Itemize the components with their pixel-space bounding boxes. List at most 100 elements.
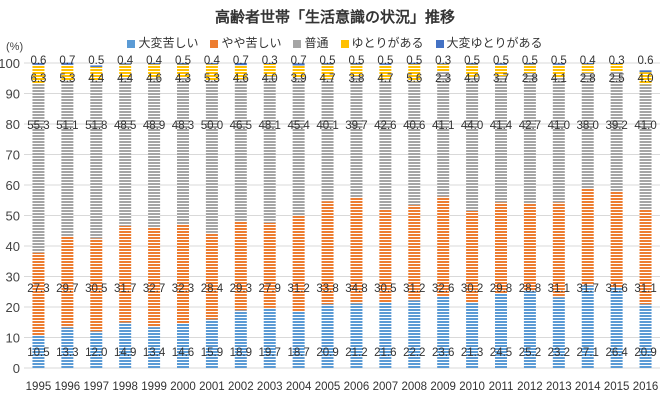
data-label: 55.3 (27, 120, 49, 132)
bar-segment (90, 65, 103, 67)
data-label: 0.5 (348, 55, 364, 67)
data-label: 29.3 (230, 283, 252, 295)
data-label: 20.9 (316, 347, 338, 359)
data-label: 32.7 (143, 283, 165, 295)
data-label: 0.5 (551, 55, 567, 67)
data-label: 50.0 (201, 120, 223, 132)
bar-segment (263, 222, 276, 308)
data-label: 25.2 (519, 347, 541, 359)
bar-segment (205, 319, 218, 368)
bar-segment (639, 84, 652, 210)
bar-segment (408, 205, 421, 301)
data-label: 31.2 (403, 283, 425, 295)
x-tick-label: 1998 (112, 381, 138, 393)
bar-segment (205, 64, 218, 81)
bar-segment (379, 302, 392, 368)
bar-segment (610, 191, 623, 288)
chart-title: 高齢者世帯「生活意識の状況」推移 (214, 8, 455, 26)
bar-segment (350, 303, 363, 368)
x-tick-label: 2009 (430, 381, 456, 393)
data-label: 3.7 (493, 73, 509, 85)
data-label: 4.6 (233, 73, 249, 85)
x-tick-label: 2016 (633, 381, 659, 393)
x-tick-label: 1996 (55, 381, 81, 393)
data-label: 27.9 (259, 283, 281, 295)
bar-segment (321, 78, 334, 202)
bar-segment (610, 63, 623, 72)
bar-segment (292, 77, 305, 216)
legend-label: 普通 (304, 36, 329, 50)
x-tick-label: 2002 (228, 381, 254, 393)
bar-segment (263, 63, 276, 77)
bar-segment (119, 225, 132, 323)
data-label: 31.7 (577, 283, 599, 295)
legend-label: 大変ゆとりがある (446, 36, 543, 50)
legend-item: ゆとりがある (340, 34, 424, 51)
bar-segment (292, 310, 305, 368)
data-label: 40.1 (316, 120, 338, 132)
x-tick-label: 1997 (83, 381, 109, 393)
bar-segment (437, 196, 450, 297)
data-label: 0.6 (638, 55, 654, 67)
data-label: 0.7 (291, 55, 307, 67)
bar-segment (119, 63, 132, 65)
bar-segment (148, 227, 161, 328)
data-label: 22.2 (403, 347, 425, 359)
bar-segment (90, 238, 103, 332)
x-tick-label: 2013 (546, 381, 572, 393)
bar-segment (177, 323, 189, 368)
legend: 大変苦しい やや苦しい 普通 ゆとりがある 大変ゆとりがある (0, 34, 670, 51)
legend-item: 大変ゆとりがある (435, 34, 543, 51)
bar-segment (552, 64, 565, 78)
bar-segment (205, 63, 218, 65)
bar-segment (552, 297, 565, 368)
data-label: 30.5 (85, 283, 107, 295)
bar-segment (350, 197, 363, 304)
data-label: 4.0 (262, 73, 278, 85)
data-label: 27.3 (27, 283, 49, 295)
data-label: 24.5 (490, 347, 512, 359)
bar-segment (379, 64, 392, 80)
bar-segment (234, 65, 247, 80)
data-label: 21.2 (345, 347, 367, 359)
y-tick-label: 50 (6, 209, 20, 224)
data-label: 46.5 (230, 120, 252, 132)
bar-segment (61, 80, 74, 237)
y-tick-label: 90 (6, 87, 20, 102)
bar-segment (321, 64, 334, 79)
data-label: 0.3 (609, 55, 625, 67)
bar-segment (495, 64, 507, 77)
bar-segment (321, 201, 334, 305)
data-label: 0.3 (435, 55, 451, 67)
y-tick-label: 20 (6, 300, 20, 315)
data-label: 3.9 (291, 73, 307, 85)
x-tick-label: 2014 (575, 381, 601, 393)
data-label: 42.7 (519, 120, 541, 132)
legend-swatch (293, 39, 302, 48)
data-label: 0.4 (146, 55, 163, 67)
data-label: 4.0 (464, 73, 480, 85)
data-label: 28.4 (201, 283, 224, 295)
legend-swatch (210, 39, 219, 48)
x-tick-label: 2012 (517, 381, 543, 393)
data-label: 31.1 (548, 283, 570, 295)
bar-segment (495, 76, 507, 203)
data-label: 14.6 (172, 347, 194, 359)
data-label: 0.5 (175, 55, 191, 67)
legend-item: やや苦しい (210, 34, 281, 51)
data-label: 18.7 (287, 347, 309, 359)
y-tick-label: 0 (13, 361, 20, 376)
bar-segment (552, 202, 565, 298)
bar-segment (466, 63, 479, 65)
y-tick-label: 80 (6, 117, 20, 132)
data-label: 10.5 (27, 347, 49, 359)
bar-segment (32, 252, 45, 336)
bar-segment (639, 304, 652, 368)
legend-label: 大変苦しい (138, 36, 199, 50)
bar-segment (292, 65, 305, 78)
bar-segment (119, 322, 132, 368)
data-label: 26.4 (605, 347, 628, 359)
legend-label: やや苦しい (221, 36, 282, 50)
bar-segment (32, 335, 45, 368)
y-tick-label: 30 (6, 270, 20, 285)
